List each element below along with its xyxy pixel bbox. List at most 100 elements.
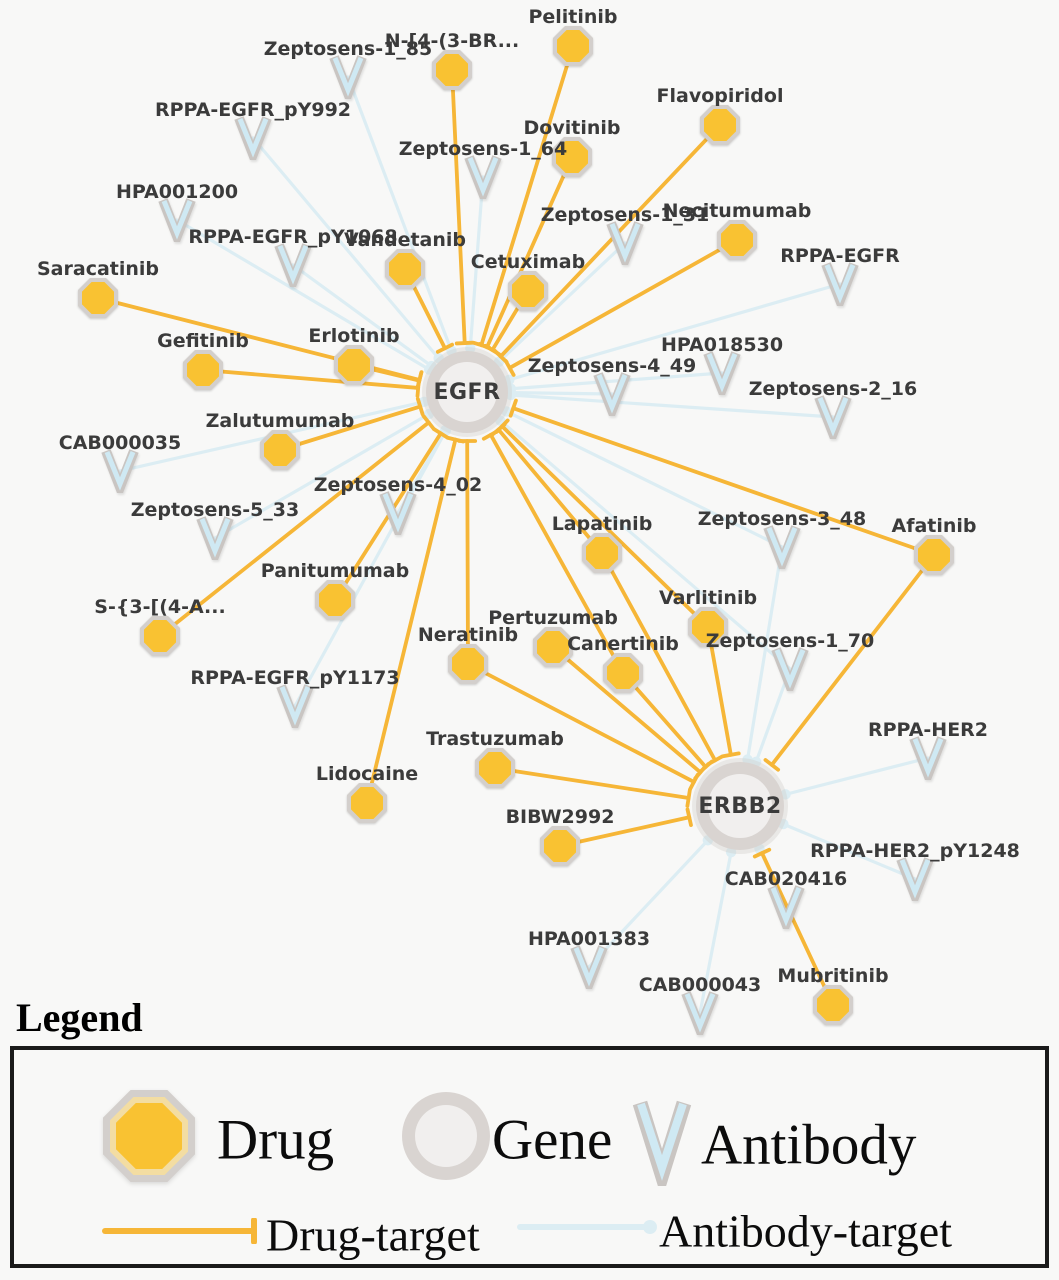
gene-label-egfr: EGFR (433, 379, 501, 405)
antibody-node-zep216[interactable] (813, 391, 853, 447)
legend-drug-target-label: Drug-target (266, 1209, 480, 1261)
drug-node-lapatinib[interactable] (582, 533, 622, 573)
node-label-mubritinib: Mubritinib (777, 965, 889, 987)
legend-gene-label: Gene (492, 1108, 613, 1172)
node-label-varlitinib: Varlitinib (658, 587, 758, 609)
drug-node-vandetanib[interactable] (385, 249, 425, 289)
node-label-s-3-4-a: S-{3-[(4-A... (94, 596, 226, 618)
node-label-neratinib: Neratinib (417, 624, 519, 646)
drug-node-trastuzumab[interactable] (475, 748, 515, 788)
node-label-rppa-egfr: RPPA-EGFR (780, 245, 900, 267)
drug-node-afatinib[interactable] (914, 535, 954, 575)
node-label-zep449: Zeptosens-4_49 (527, 355, 697, 377)
antibody-node-zep533[interactable] (195, 512, 235, 568)
antibody-node-rppa-egfr[interactable] (820, 258, 860, 314)
legend-title: Legend (16, 995, 143, 1040)
node-label-cetuximab: Cetuximab (470, 251, 586, 273)
antibody-node-zep164[interactable] (463, 151, 503, 207)
drug-node-varlitinib[interactable] (688, 607, 728, 647)
antibody-node-cab000035[interactable] (100, 445, 140, 501)
antibody-node-zep170[interactable] (770, 643, 810, 699)
drug-node-pelitinib[interactable] (553, 26, 593, 66)
antibody-node-rppa-her2[interactable] (908, 732, 948, 788)
node-label-zep164: Zeptosens-1_64 (398, 138, 568, 160)
node-label-zep533: Zeptosens-5_33 (130, 499, 300, 521)
node-label-zalutumumab: Zalutumumab (205, 410, 355, 432)
antibody-node-hpa018530[interactable] (702, 347, 742, 403)
legend-drug-icon (103, 1090, 195, 1182)
legend-drug-label: Drug (217, 1108, 335, 1172)
node-label-lapatinib: Lapatinib (551, 513, 653, 535)
node-label-rppa-py1248: RPPA-HER2_pY1248 (810, 840, 1020, 862)
node-label-pertuzumab: Pertuzumab (488, 607, 618, 629)
node-label-pelitinib: Pelitinib (528, 6, 618, 28)
antibody-node-rppa-py1248[interactable] (895, 853, 935, 909)
drug-node-necitumumab[interactable] (717, 220, 757, 260)
node-label-gefitinib: Gefitinib (157, 330, 249, 352)
antibody-node-hpa001200[interactable] (157, 194, 197, 250)
gene-label-erbb2: ERBB2 (698, 793, 782, 819)
antibody-node-zep402[interactable] (378, 487, 418, 543)
drug-node-saracatinib[interactable] (78, 278, 118, 318)
node-label-erlotinib: Erlotinib (308, 325, 400, 347)
drug-node-canertinib[interactable] (603, 653, 643, 693)
drug-node-flavopiridol[interactable] (700, 105, 740, 145)
drug-node-bibw2992[interactable] (540, 826, 580, 866)
drug-node-lidocaine[interactable] (347, 783, 387, 823)
antibody-node-zep131[interactable] (605, 217, 645, 273)
antibody-node-cab000043[interactable] (680, 987, 720, 1043)
antibody-node-hpa001383[interactable] (569, 941, 609, 997)
node-label-rppa-her2: RPPA-HER2 (867, 719, 989, 741)
node-label-cab000035: CAB000035 (58, 432, 182, 454)
node-label-rppa-py992: RPPA-EGFR_pY992 (154, 99, 352, 121)
legend-antibody-target-label: Antibody-target (659, 1205, 952, 1257)
drug-node-zalutumumab[interactable] (260, 430, 300, 470)
drug-node-dovitinib[interactable] (552, 137, 592, 177)
node-label-rppa-py1173: RPPA-EGFR_pY1173 (190, 667, 400, 689)
node-label-zep185: Zeptosens-1_85 (263, 38, 433, 60)
antibody-node-zep449[interactable] (592, 368, 632, 424)
drug-node-erlotinib[interactable] (334, 345, 374, 385)
gene-node-erbb2[interactable]: ERBB2 (696, 762, 784, 850)
drug-node-n4-3-br[interactable] (432, 50, 472, 90)
drug-node-s-3-4-a[interactable] (140, 616, 180, 656)
legend-drug-target-icon (102, 1218, 257, 1244)
node-label-hpa018530: HPA018530 (660, 334, 784, 356)
drug-node-panitumumab[interactable] (315, 580, 355, 620)
node-label-hpa001383: HPA001383 (527, 928, 651, 950)
drug-node-gefitinib[interactable] (183, 350, 223, 390)
antibody-node-cab020416[interactable] (766, 881, 806, 937)
node-label-zep348: Zeptosens-3_48 (697, 508, 867, 530)
drug-node-cetuximab[interactable] (508, 271, 548, 311)
legend-antibody-label: Antibody (701, 1113, 917, 1177)
drug-node-neratinib[interactable] (448, 644, 488, 684)
antibody-node-zep185[interactable] (328, 51, 368, 107)
node-label-zep131: Zeptosens-1_31 (540, 204, 710, 226)
node-label-cab020416: CAB020416 (724, 868, 848, 890)
node-label-afatinib: Afatinib (891, 515, 977, 537)
node-label-bibw2992: BIBW2992 (505, 806, 615, 828)
node-label-cab000043: CAB000043 (638, 974, 762, 996)
drug-node-mubritinib[interactable] (813, 985, 853, 1025)
node-label-zep216: Zeptosens-2_16 (748, 378, 918, 400)
node-label-n4-3-br: N-[4-(3-BR... (384, 30, 520, 52)
antibody-node-rppa-py1173[interactable] (275, 680, 315, 736)
node-label-dovitinib: Dovitinib (523, 117, 621, 139)
legend-antibody-target-icon (517, 1220, 657, 1234)
antibody-node-rppa-py1068[interactable] (273, 239, 313, 295)
gene-node-egfr[interactable]: EGFR (426, 351, 508, 433)
antibody-node-zep348[interactable] (762, 521, 802, 577)
node-label-necitumumab: Necitumumab (662, 200, 812, 222)
antibody-node-rppa-py992[interactable] (233, 112, 273, 168)
node-label-zep170: Zeptosens-1_70 (705, 630, 875, 652)
drug-node-pertuzumab[interactable] (533, 627, 573, 667)
node-label-hpa001200: HPA001200 (115, 181, 239, 203)
legend-gene-icon (402, 1092, 490, 1180)
node-label-vandetanib: Vandetanib (343, 229, 467, 251)
node-label-zep402: Zeptosens-4_02 (313, 474, 483, 496)
node-label-trastuzumab: Trastuzumab (426, 728, 564, 750)
legend-box: Drug Gene Antibody Drug-target Antibody-… (10, 1046, 1049, 1268)
node-label-saracatinib: Saracatinib (36, 258, 160, 280)
